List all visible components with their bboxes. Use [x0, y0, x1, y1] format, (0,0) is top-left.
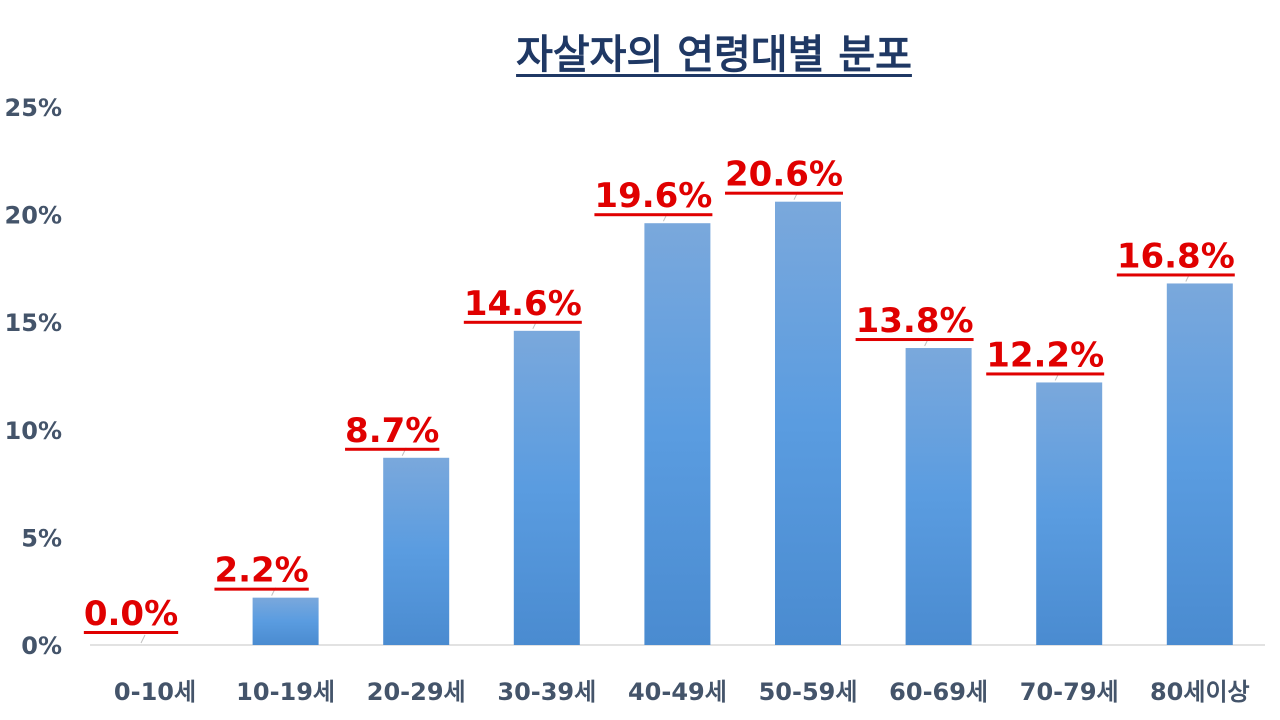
data-label-underline — [463, 320, 582, 324]
data-label-underline — [345, 447, 440, 451]
bar — [1166, 283, 1233, 645]
data-label: 2.2% — [214, 551, 308, 591]
y-tick-label: 15% — [5, 309, 62, 337]
data-label: 14.6% — [464, 284, 582, 324]
x-tick-label: 40-49세 — [628, 678, 727, 706]
data-label-underline — [725, 191, 843, 195]
y-tick-label: 0% — [21, 632, 62, 660]
y-tick-label: 10% — [5, 417, 62, 445]
data-label-underline — [83, 631, 179, 634]
data-label-underline — [855, 338, 974, 342]
bar — [775, 201, 841, 646]
data-label: 20.6% — [725, 155, 843, 195]
x-tick-label: 60-69세 — [889, 678, 988, 706]
chart-title: 자살자의 연령대별 분포 — [516, 32, 912, 78]
data-label: 13.8% — [856, 301, 974, 341]
data-label-underline — [214, 587, 309, 591]
x-axis: 0-10세 10-19세 20-29세 30-39세 40-49세 50-59세 60-69… — [114, 678, 1250, 706]
x-tick-label: 20-29세 — [367, 678, 466, 706]
bar — [905, 348, 972, 645]
x-tick-label: 50-59세 — [759, 678, 858, 706]
bar — [252, 597, 319, 645]
bar — [513, 330, 580, 645]
data-label: 19.6% — [594, 176, 712, 216]
y-axis: 0% 5% 10% 15% 20% 25% — [5, 94, 62, 660]
x-tick-label: 0-10세 — [114, 678, 196, 706]
data-label-underline — [594, 213, 713, 217]
data-label: 16.8% — [1117, 236, 1235, 276]
y-tick-label: 5% — [21, 524, 62, 552]
x-tick-label: 80세이상 — [1150, 678, 1250, 706]
data-label: 12.2% — [986, 335, 1104, 375]
y-tick-label: 20% — [5, 202, 62, 230]
x-tick-label: 70-79세 — [1020, 678, 1119, 706]
bar — [644, 223, 711, 645]
bar-series — [252, 201, 1233, 646]
bar — [1036, 382, 1103, 645]
y-tick-label: 25% — [5, 94, 62, 122]
data-label-underline — [986, 372, 1105, 376]
leader-line — [140, 634, 146, 644]
x-tick-label: 10-19세 — [236, 678, 335, 706]
x-tick-label: 30-39세 — [497, 678, 596, 706]
bar — [383, 457, 450, 645]
data-labels: 0.0% 2.2% 8.7% 14.6% 19.6% 20.6% 13.8% 12.2% 16.… — [83, 155, 1235, 634]
data-label-underline — [1116, 273, 1235, 277]
data-label: 8.7% — [345, 411, 439, 451]
data-label: 0.0% — [84, 594, 178, 634]
